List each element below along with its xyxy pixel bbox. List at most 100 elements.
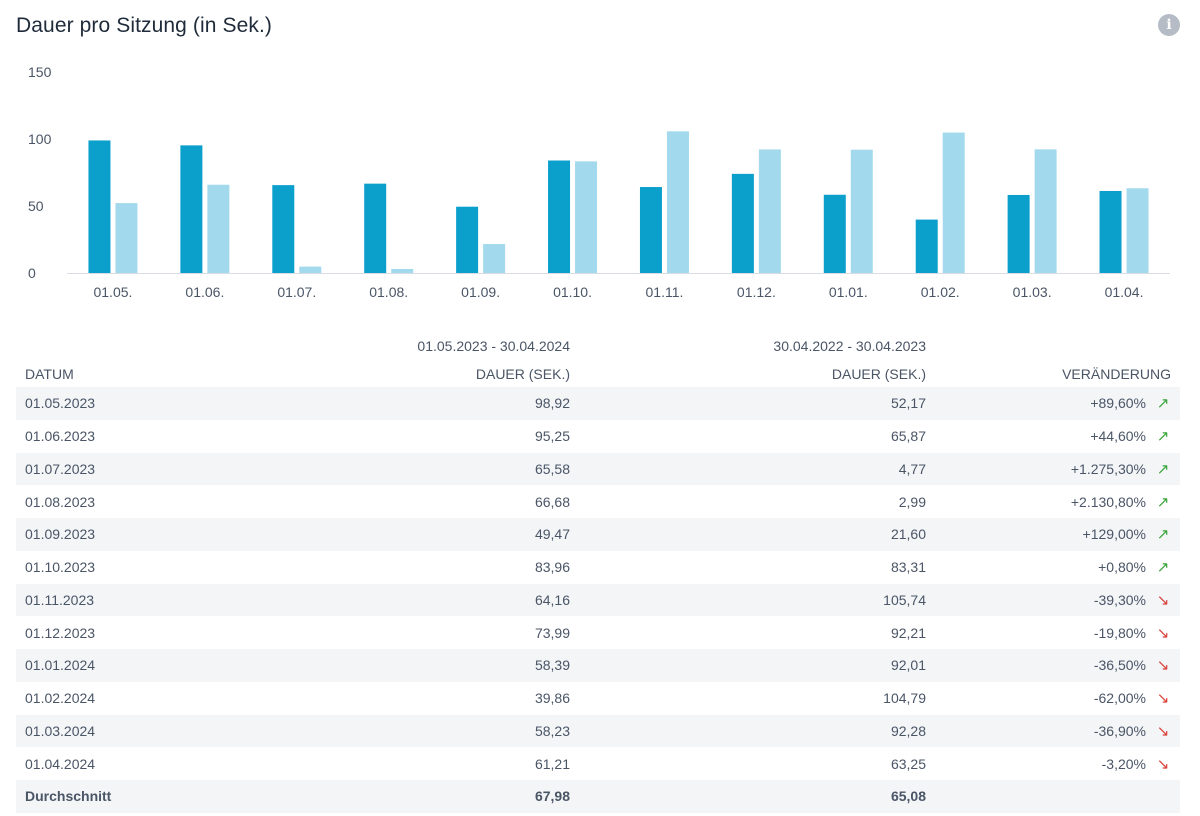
change-value: -3,20% — [1101, 755, 1146, 772]
cell-date: 01.09.2023 — [25, 526, 96, 543]
table-row: 01.10.2023 83,96 83,31 +0,80% ↗ — [16, 551, 1180, 584]
x-tick-label: 01.02. — [921, 284, 960, 300]
cell-change: +129,00% ↗ — [926, 525, 1171, 543]
x-tick-label: 01.04. — [1105, 284, 1144, 300]
table-row: 01.06.2023 95,25 65,87 +44,60% ↗ — [16, 420, 1180, 453]
cell-current-duration: 64,16 — [534, 591, 570, 608]
trend-down-icon: ↘ — [1156, 722, 1170, 740]
bar-previous — [575, 161, 598, 273]
x-tick-label: 01.03. — [1013, 284, 1052, 300]
table-row: 01.01.2024 58,39 92,01 -36,50% ↘ — [16, 649, 1180, 682]
cell-previous-duration: 63,25 — [890, 755, 926, 772]
average-label: Durchschnitt — [25, 788, 112, 805]
cell-current-duration: 95,25 — [534, 428, 570, 445]
trend-up-icon: ↗ — [1156, 559, 1170, 577]
change-value: +1.275,30% — [1070, 460, 1146, 477]
cell-date: 01.02.2024 — [25, 690, 96, 707]
x-tick-label: 01.10. — [553, 284, 592, 300]
cell-current-duration: 58,23 — [534, 722, 570, 739]
cell-current-duration: 65,58 — [534, 460, 570, 477]
change-value: -36,50% — [1093, 657, 1146, 674]
cell-date: 01.11.2023 — [25, 591, 95, 608]
header-date[interactable]: DATUM — [25, 365, 74, 382]
table-row: 01.12.2023 73,99 92,21 -19,80% ↘ — [16, 616, 1180, 649]
bar-previous — [850, 149, 873, 273]
cell-date: 01.06.2023 — [25, 428, 96, 445]
header-change[interactable]: VERÄNDERUNG — [1062, 365, 1171, 382]
trend-down-icon: ↘ — [1156, 755, 1170, 773]
change-value: +2.130,80% — [1070, 493, 1146, 510]
period-previous-label: 30.04.2022 - 30.04.2023 — [773, 338, 926, 354]
change-value: +89,60% — [1090, 395, 1146, 412]
bar-current — [1007, 194, 1030, 273]
header-previous-duration[interactable]: DAUER (SEK.) — [831, 365, 926, 382]
cell-date: 01.08.2023 — [25, 493, 96, 510]
header-current-duration[interactable]: DAUER (SEK.) — [475, 365, 570, 382]
change-value: -36,90% — [1093, 722, 1146, 739]
trend-up-icon: ↗ — [1156, 428, 1170, 446]
x-tick-label: 01.05. — [93, 284, 132, 300]
bar-previous — [207, 184, 230, 273]
cell-current-duration: 49,47 — [534, 526, 570, 543]
data-table: 01.05.2023 - 30.04.2024 30.04.2022 - 30.… — [16, 332, 1180, 813]
change-value: -62,00% — [1093, 690, 1146, 707]
change-value: +44,60% — [1090, 428, 1146, 445]
bar-previous — [299, 266, 322, 273]
cell-current-duration: 66,68 — [534, 493, 570, 510]
cell-change: +2.130,80% ↗ — [926, 493, 1171, 511]
bar-current — [456, 206, 479, 273]
bar-previous — [758, 149, 781, 273]
period-row: 01.05.2023 - 30.04.2024 30.04.2022 - 30.… — [16, 332, 1180, 360]
cell-current-duration: 83,96 — [534, 559, 570, 576]
cell-change: -39,30% ↘ — [926, 591, 1171, 609]
cell-previous-duration: 4,77 — [898, 460, 926, 477]
table-header: DATUM DAUER (SEK.) DAUER (SEK.) VERÄNDER… — [16, 360, 1180, 387]
bar-current — [272, 185, 295, 273]
change-value: +129,00% — [1082, 526, 1146, 543]
table-row: 01.04.2024 61,21 63,25 -3,20% ↘ — [16, 747, 1180, 780]
cell-current-duration: 61,21 — [534, 755, 570, 772]
x-tick-label: 01.01. — [829, 284, 868, 300]
table-row: 01.03.2024 58,23 92,28 -36,90% ↘ — [16, 714, 1180, 748]
bar-previous — [483, 244, 506, 273]
cell-change: +0,80% ↗ — [926, 558, 1171, 576]
bar-current — [180, 145, 203, 273]
trend-up-icon: ↗ — [1156, 526, 1170, 544]
y-tick-label: 50 — [28, 198, 44, 214]
cell-previous-duration: 2,99 — [898, 493, 926, 510]
cell-date: 01.07.2023 — [25, 460, 96, 477]
bar-current — [731, 173, 754, 273]
cell-current-duration: 39,86 — [534, 690, 570, 707]
table-row: 01.07.2023 65,58 4,77 +1.275,30% ↗ — [16, 452, 1180, 486]
change-value: -39,30% — [1093, 591, 1146, 608]
average-row: Durchschnitt 67,98 65,08 — [16, 780, 1180, 813]
bar-current — [548, 160, 571, 273]
table-row: 01.08.2023 66,68 2,99 +2.130,80% ↗ — [16, 485, 1180, 518]
x-tick-label: 01.07. — [277, 284, 316, 300]
cell-date: 01.05.2023 — [25, 395, 96, 412]
x-tick-label: 01.06. — [185, 284, 224, 300]
trend-down-icon: ↘ — [1156, 624, 1170, 642]
page-title: Dauer pro Sitzung (in Sek.) — [16, 14, 272, 37]
y-tick-label: 100 — [28, 131, 52, 147]
cell-previous-duration: 92,28 — [890, 722, 926, 739]
change-value: -19,80% — [1093, 624, 1146, 641]
info-icon[interactable]: i — [1158, 14, 1180, 36]
cell-change: -62,00% ↘ — [926, 689, 1171, 707]
cell-date: 01.10.2023 — [25, 559, 96, 576]
bar-previous — [666, 131, 689, 273]
bar-current — [915, 219, 938, 273]
bar-current — [88, 140, 111, 273]
bar-previous — [115, 203, 138, 273]
cell-previous-duration: 65,87 — [890, 428, 926, 445]
cell-previous-duration: 52,17 — [890, 395, 926, 412]
table-row: 01.05.2023 98,92 52,17 +89,60% ↗ — [16, 387, 1180, 420]
bar-current — [823, 194, 846, 273]
bar-current — [639, 187, 662, 273]
average-current: 67,98 — [534, 788, 570, 805]
cell-previous-duration: 92,21 — [890, 624, 926, 641]
bar-current — [1099, 190, 1122, 273]
cell-current-duration: 98,92 — [534, 395, 570, 412]
trend-down-icon: ↘ — [1156, 657, 1170, 675]
y-tick-label: 0 — [28, 265, 36, 281]
